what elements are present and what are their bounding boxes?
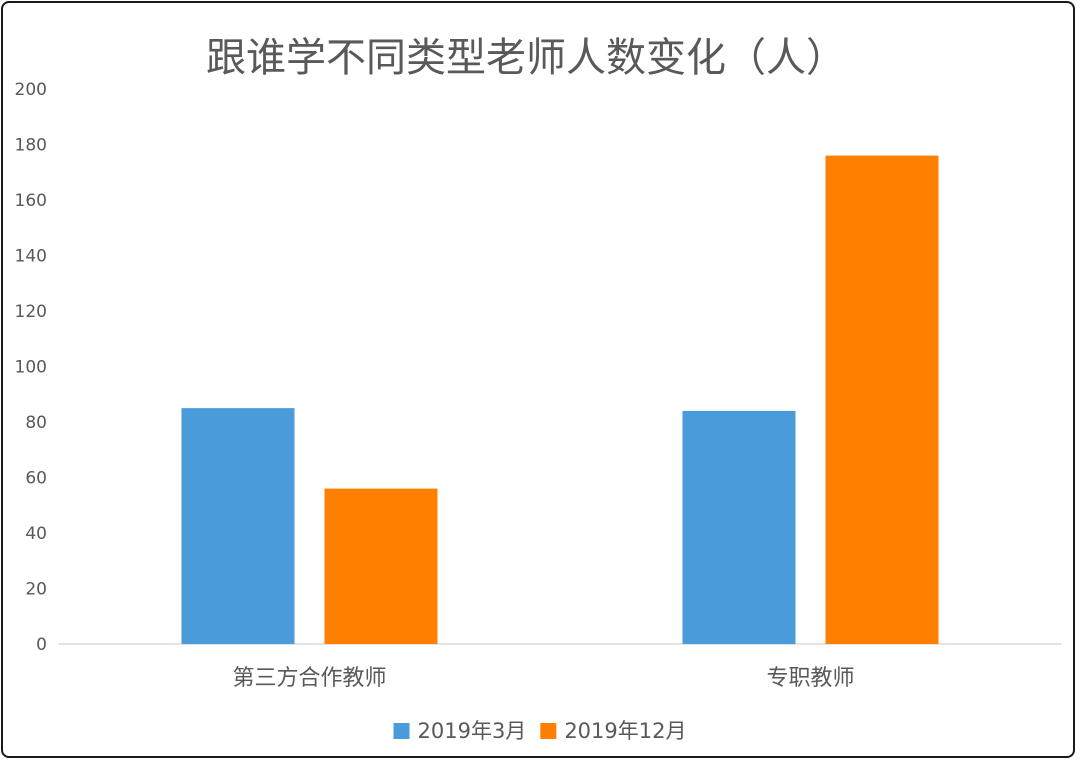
y-tick-label: 160 <box>15 191 47 211</box>
y-axis-labels: 0 20 40 60 80 100 120 140 160 180 200 <box>15 80 47 655</box>
y-tick-label: 100 <box>15 358 47 378</box>
y-tick-label: 0 <box>36 635 47 655</box>
legend-swatch <box>540 723 557 739</box>
legend: 2019年3月 2019年12月 <box>393 719 686 743</box>
category-labels: 第三方合作教师 专职教师 <box>232 666 854 691</box>
y-tick-label: 60 <box>25 469 47 489</box>
legend-label: 2019年3月 <box>418 719 527 743</box>
bar-series-2-cat-1 <box>324 488 438 644</box>
y-tick-label: 20 <box>25 580 47 600</box>
chart-title: 跟谁学不同类型老师人数变化（人） <box>206 35 846 81</box>
bar-series-2-cat-2 <box>825 155 939 644</box>
y-tick-label: 140 <box>15 247 47 267</box>
legend-label: 2019年12月 <box>564 719 686 743</box>
category-label: 专职教师 <box>766 666 854 691</box>
bar-series-1-cat-2 <box>682 410 796 644</box>
category-label: 第三方合作教师 <box>232 666 386 691</box>
y-tick-label: 80 <box>25 413 47 433</box>
bars <box>181 155 939 644</box>
bar-series-1-cat-1 <box>181 408 295 644</box>
legend-swatch <box>393 723 410 739</box>
chart-svg: 跟谁学不同类型老师人数变化（人） 0 20 40 60 80 100 120 140 160 18… <box>15 35 1061 743</box>
y-tick-label: 40 <box>25 524 47 544</box>
y-tick-label: 200 <box>15 80 47 100</box>
y-tick-label: 180 <box>15 136 47 156</box>
y-tick-label: 120 <box>15 302 47 322</box>
